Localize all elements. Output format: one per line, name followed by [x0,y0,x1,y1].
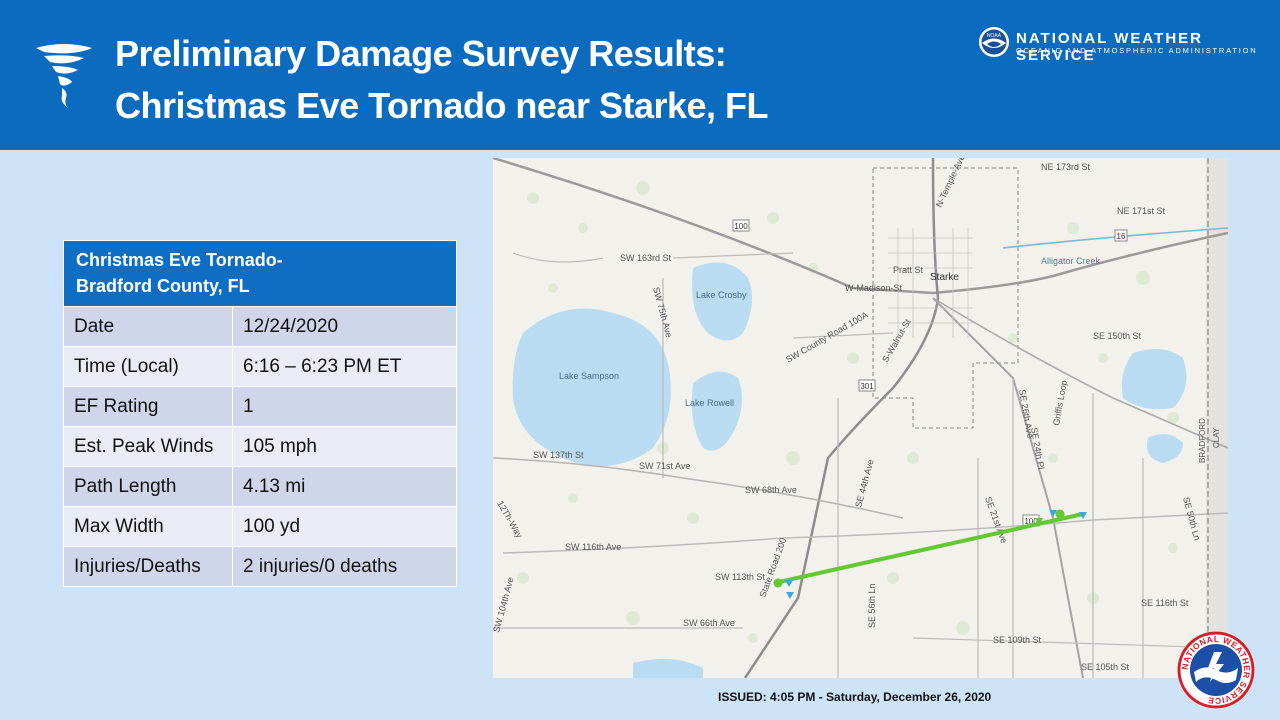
route-shields: 100 16 301 100 [732,219,1128,527]
table-row-date: Date 12/24/2020 [63,306,457,347]
row-label: EF Rating [63,386,233,427]
map-label-se109: SE 109th St [993,635,1042,645]
damage-point-marker[interactable] [773,578,783,588]
map-label-griffis: Griffis Loop [1051,379,1069,426]
noaa-logo-text: NOAA [987,33,1002,39]
table-row-max-width: Max Width 100 yd [63,506,457,547]
tornado-stats-table: Christmas Eve Tornado- Bradford County, … [63,240,457,587]
damage-point-marker[interactable] [1079,512,1087,519]
lake-rowell-water [691,371,742,451]
damage-point-marker[interactable] [785,580,793,587]
table-heading-line-2: Bradford County, FL [76,276,250,296]
map-label-madison: W-Madison-St [845,283,902,293]
map-label-se44: SE 44th Ave [853,458,875,508]
table-row-path-length: Path Length 4.13 mi [63,466,457,507]
damage-track-map[interactable]: 100 16 301 100 Starke Lake Sampson Lake … [493,158,1228,678]
map-label-sw75: SW 75th Ave [651,286,674,339]
damage-point-marker[interactable] [1049,510,1057,517]
road-network [493,158,1228,678]
agency-name: NATIONAL WEATHER SERVICE [1016,30,1203,64]
table-row-injuries: Injuries/Deaths 2 injuries/0 deaths [63,546,457,587]
map-label-ne173: NE 173rd St [1041,162,1091,172]
row-label: Path Length [63,466,233,507]
map-label-twelve: 12Th-Way [495,499,524,540]
map-label-sw163: SW 163rd St [620,253,672,263]
issued-timestamp: ISSUED: 4:05 PM - Saturday, December 26,… [718,690,992,704]
row-value: 6:16 – 6:23 PM ET [232,346,457,387]
noaa-logo-icon: NOAA [979,27,1009,57]
title-line-1: Preliminary Damage Survey Results: [115,33,727,74]
map-label-temple: N-Temple-Ave [934,158,967,209]
row-value: 105 mph [232,426,457,467]
table-heading: Christmas Eve Tornado- Bradford County, … [63,240,457,307]
damage-points[interactable] [773,509,1088,600]
row-value: 12/24/2020 [232,306,457,347]
page-title: Preliminary Damage Survey Results: Chris… [115,28,769,132]
svg-text:100: 100 [1024,517,1038,526]
damage-point-marker[interactable] [786,592,794,599]
row-label: Max Width [63,506,233,547]
map-label-clay: CLAY [1212,427,1221,448]
table-row-time: Time (Local) 6:16 – 6:23 PM ET [63,346,457,387]
map-label-lake-rowell: Lake Rowell [685,398,734,408]
damage-point-marker[interactable] [1035,518,1043,525]
map-label-starke: Starke [930,272,959,283]
row-label: Injuries/Deaths [63,546,233,587]
map-label-lake-sampson: Lake Sampson [559,371,619,381]
map-label-sw113: SW 113th St [715,572,765,582]
map-label-se116: SE 116th St [1141,598,1189,608]
city-boundary [872,167,1019,429]
map-canvas: 100 16 301 100 Starke Lake Sampson Lake … [493,158,1228,678]
map-label-alligator-creek: Alligator Creek [1041,256,1101,266]
svg-text:16: 16 [1117,232,1126,241]
damage-point-marker[interactable] [1055,509,1065,519]
title-line-2: Christmas Eve Tornado near Starke, FL [115,85,769,126]
header-banner: Preliminary Damage Survey Results: Chris… [0,0,1280,150]
water-bodies [512,262,1187,678]
map-label-pratt: Pratt St [893,265,924,275]
agency-subtitle: OCEANIC AND ATMOSPHERIC ADMINISTRATION [1016,46,1258,55]
map-edge-strip [1206,158,1228,678]
map-label-sr200: State Road 200 [757,536,788,598]
lake-sampson-water [512,308,671,466]
map-label-walnut: S-Walnut-St [880,317,913,364]
map-label-sw68: SW 68th Ave [745,485,797,495]
map-label-sw104: SW 104th Ave [493,576,516,634]
row-value: 2 injuries/0 deaths [232,546,457,587]
vegetation-pattern [517,181,1179,643]
row-label: Time (Local) [63,346,233,387]
town-street-grid [888,228,973,338]
row-value: 4.13 mi [232,466,457,507]
map-label-se50: SE 50th Ln [1181,496,1202,542]
table-row-peak-winds: Est. Peak Winds 105 mph [63,426,457,467]
nws-badge-icon: NATIONAL WEATHER SERVICE [1177,631,1255,709]
map-label-sw116: SW 116th Ave [565,542,621,552]
tornado-icon [36,44,92,108]
map-label-sw137: SW 137th St [533,450,584,460]
map-label-se150: SE 150th St [1093,331,1142,341]
map-label-bradford: BRADFORD [1198,418,1207,463]
row-value: 1 [232,386,457,427]
map-label-se26: SE 26th Ave [1017,389,1035,439]
row-label: Date [63,306,233,347]
svg-text:301: 301 [860,382,874,391]
row-label: Est. Peak Winds [63,426,233,467]
map-label-sw71: SW 71st Ave [639,461,690,471]
map-label-lake-crosby: Lake Crosby [696,290,747,300]
lake-crosby-water [692,262,752,341]
tornado-track-line [778,512,1084,584]
map-label-ne171: NE 171st St [1117,206,1166,216]
svg-text:100: 100 [734,222,748,231]
map-label-se105: SE 105th St [1081,662,1130,672]
row-value: 100 yd [232,506,457,547]
table-row-ef-rating: EF Rating 1 [63,386,457,427]
map-label-se56: SE 56th Ln [867,583,877,628]
map-label-sw66: SW 66th Ave [683,618,735,628]
table-heading-line-1: Christmas Eve Tornado- [76,250,283,270]
